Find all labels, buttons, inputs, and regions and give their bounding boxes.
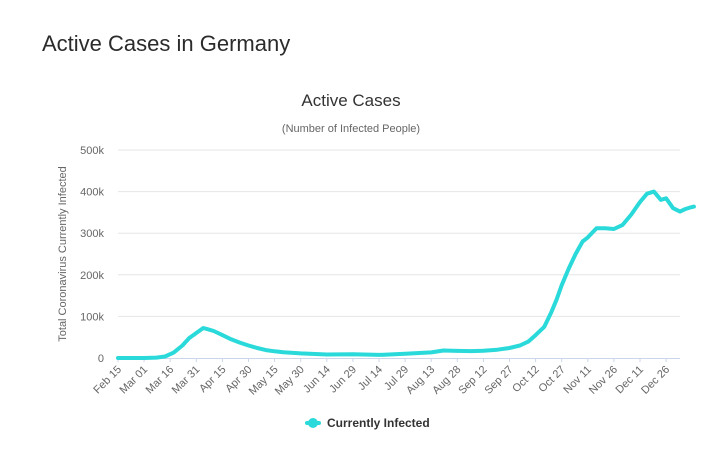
y-tick-label: 500k — [80, 145, 104, 157]
y-tick-label: 200k — [80, 270, 104, 282]
chart-title: Active Cases — [301, 91, 401, 110]
series-line-currently-infected[interactable] — [116, 189, 696, 360]
legend-label: Currently Infected — [327, 416, 430, 430]
chart-subtitle: (Number of Infected People) — [281, 123, 421, 135]
x-tick-label: Sep 12 — [456, 364, 489, 397]
series-layer — [116, 189, 696, 360]
gridlines — [118, 149, 680, 317]
y-tick-label: 400k — [80, 187, 104, 199]
x-tick-label: Oct 12 — [510, 364, 541, 395]
x-tick-label: Aug 13 — [404, 364, 437, 397]
x-tick-label: Mar 01 — [118, 364, 151, 397]
x-tick-label: Aug 28 — [430, 364, 463, 397]
x-tick-label: Jun 29 — [327, 364, 359, 396]
legend-line-marker-icon — [305, 418, 321, 428]
y-tick-label: 100k — [80, 311, 104, 323]
x-axis — [117, 358, 680, 362]
x-tick-label: Jun 14 — [301, 364, 333, 396]
x-tick-label: Apr 15 — [197, 364, 228, 395]
page-heading: Active Cases in Germany — [42, 31, 291, 56]
legend-item-currently-infected[interactable]: Currently Infected — [305, 416, 430, 430]
x-tick-label: Mar 31 — [170, 364, 203, 397]
x-tick-label: May 30 — [273, 364, 307, 398]
x-tick-label: Feb 15 — [91, 364, 124, 397]
x-tick-label: Sep 27 — [482, 364, 515, 397]
y-axis-title: Total Coronavirus Currently Infected — [57, 166, 69, 341]
x-tick-label: Dec 26 — [639, 364, 672, 397]
y-axis-labels: 0 100k 200k 300k 400k 500k — [80, 145, 104, 365]
x-tick-label: Jul 14 — [356, 364, 385, 393]
x-tick-label: Mar 16 — [144, 364, 177, 397]
y-tick-label: 300k — [80, 228, 104, 240]
x-tick-label: Nov 26 — [587, 364, 620, 397]
y-tick-label: 0 — [98, 353, 104, 365]
